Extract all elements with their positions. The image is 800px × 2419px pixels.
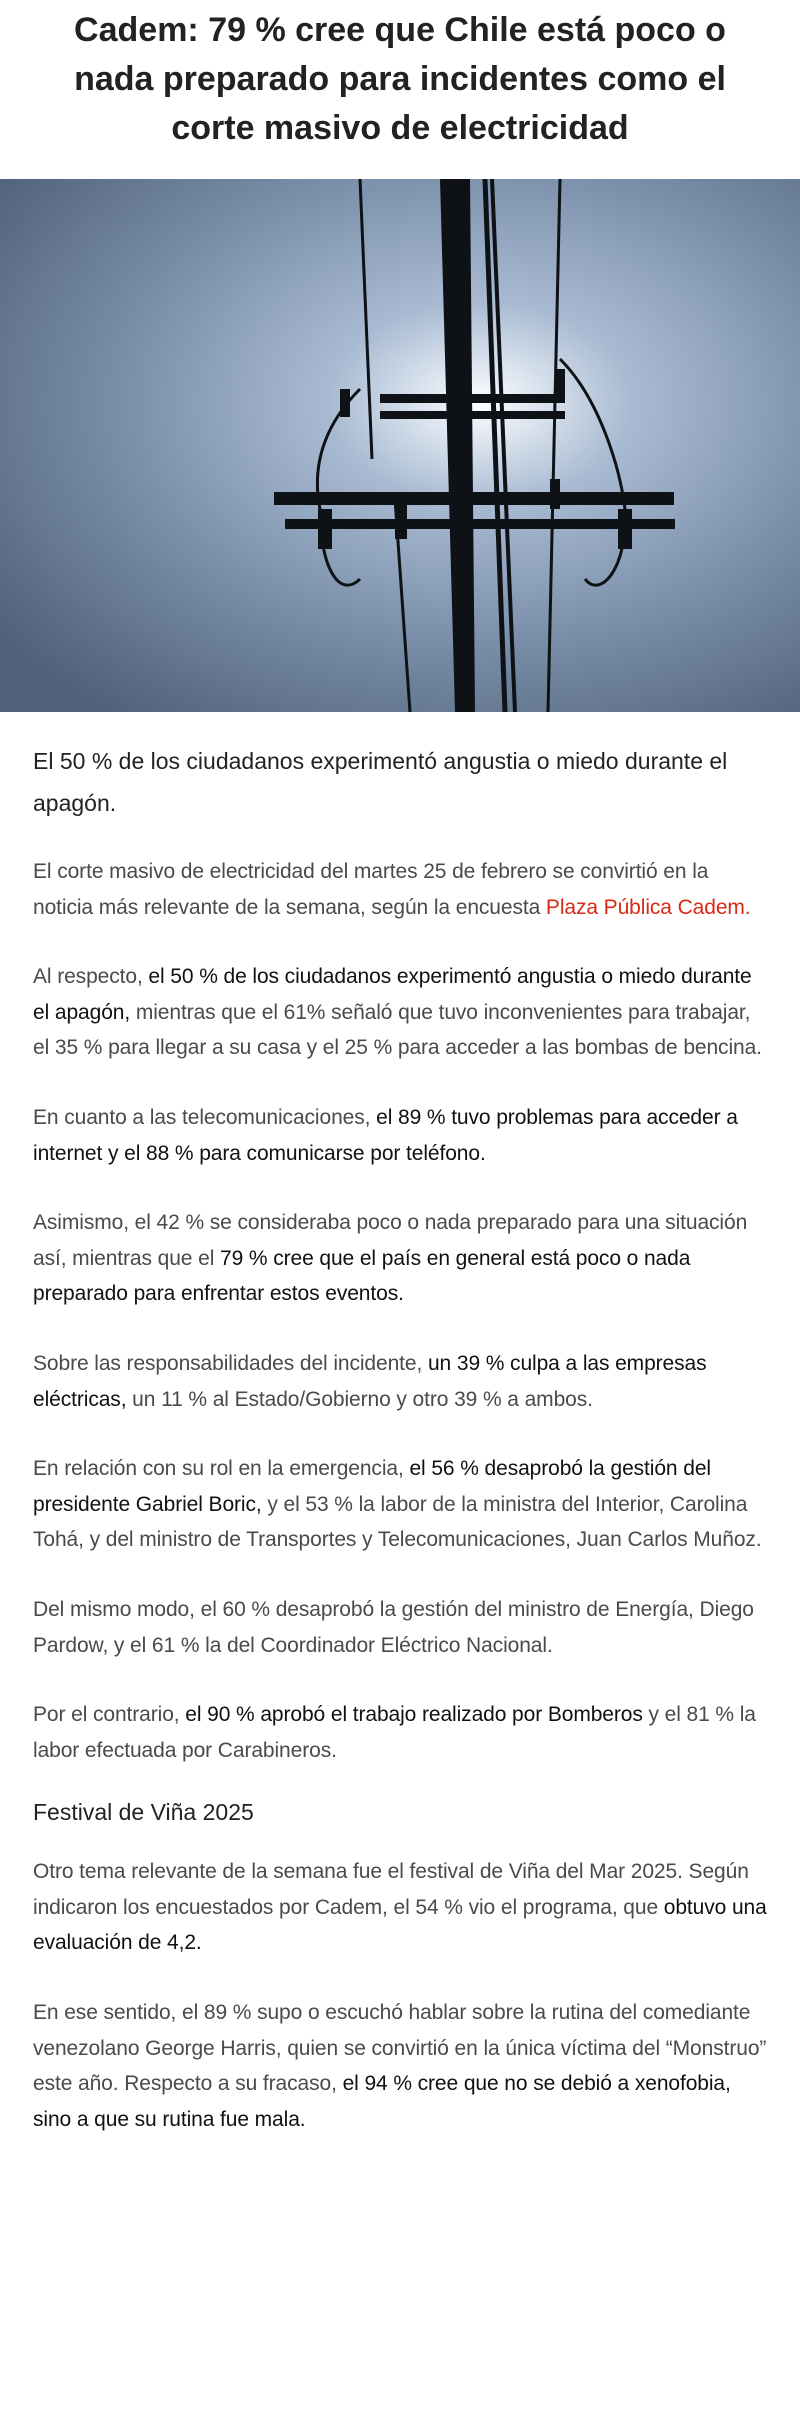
highlight: obtuvo una evaluación de 4,2. xyxy=(33,1895,767,1955)
highlight: 79 % cree que el país en general está po… xyxy=(33,1246,691,1306)
hero-image xyxy=(0,179,800,712)
article-title: Cadem: 79 % cree que Chile está poco o n… xyxy=(74,11,726,147)
paragraph: El corte masivo de electricidad del mart… xyxy=(33,854,767,925)
text: un 11 % al Estado/Gobierno y otro 39 % a… xyxy=(126,1387,593,1411)
highlight: el 94 % cree que no se debió a xenofobia… xyxy=(33,2072,731,2131)
highlight: el 90 % aprobó el trabajo realizado por … xyxy=(185,1703,643,1727)
text: Del mismo modo, el 60 % desaprobó la ges… xyxy=(33,1597,754,1657)
text: Asimismo, el 42 % se consideraba poco o … xyxy=(33,1211,748,1270)
text: El corte masivo de electricidad del mart… xyxy=(33,860,709,919)
text: Sobre las responsabilidades del incident… xyxy=(33,1351,428,1375)
text: En ese sentido, el 89 % supo o escuchó h… xyxy=(33,2001,767,2096)
highlight: un 39 % culpa a las empresas eléctricas, xyxy=(33,1351,707,1411)
text: y el 81 % la labor efectuada por Carabin… xyxy=(33,1703,756,1762)
text: mientras que el 61% señaló que tuvo inco… xyxy=(33,1000,762,1060)
paragraph: Del mismo modo, el 60 % desaprobó la ges… xyxy=(33,1592,767,1663)
paragraph: Otro tema relevante de la semana fue el … xyxy=(33,1854,767,1961)
paragraph: Al respecto, el 50 % de los ciudadanos e… xyxy=(33,959,767,1066)
text: Otro tema relevante de la semana fue el … xyxy=(33,1860,749,1919)
plaza-publica-cadem-link[interactable]: Plaza Pública Cadem. xyxy=(545,895,751,919)
paragraph: En relación con su rol en la emergencia,… xyxy=(33,1451,767,1558)
article-lead: El 50 % de los ciudadanos experimentó an… xyxy=(33,748,728,816)
article-body: El 50 % de los ciudadanos experimentó an… xyxy=(0,740,800,2137)
paragraph: En cuanto a las telecomunicaciones, el 8… xyxy=(33,1100,767,1171)
text: y el 53 % la labor de la ministra del In… xyxy=(33,1492,762,1552)
text: Por el contrario, xyxy=(33,1703,186,1727)
paragraph: En ese sentido, el 89 % supo o escuchó h… xyxy=(33,1995,767,2137)
paragraph: Por el contrario, el 90 % aprobó el trab… xyxy=(33,1697,767,1768)
section-heading: Festival de Viña 2025 xyxy=(33,1799,254,1826)
text: En cuanto a las telecomunicaciones, xyxy=(33,1105,377,1129)
highlight: el 56 % desaprobó la gestión del preside… xyxy=(33,1457,711,1516)
text: En relación con su rol en la emergencia, xyxy=(33,1457,410,1481)
highlight: el 50 % de los ciudadanos experimentó an… xyxy=(33,965,752,1024)
text: Al respecto, xyxy=(33,965,149,989)
paragraph: Asimismo, el 42 % se consideraba poco o … xyxy=(33,1205,767,1312)
paragraph: Sobre las responsabilidades del incident… xyxy=(33,1346,767,1417)
highlight: el 89 % tuvo problemas para acceder a in… xyxy=(33,1105,738,1165)
